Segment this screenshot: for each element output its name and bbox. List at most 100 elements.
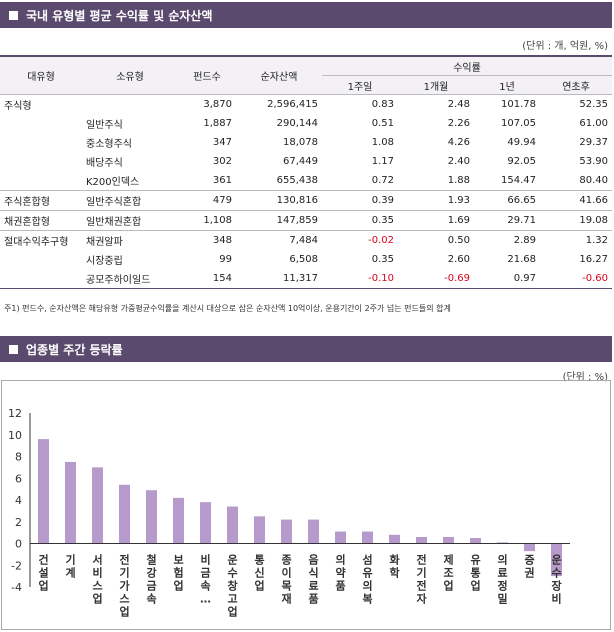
cell-w1: 1.17 xyxy=(371,156,394,167)
cell-type: 절대수익추구형 xyxy=(4,237,69,248)
bar xyxy=(173,497,184,544)
cell-y1: 154.47 xyxy=(474,171,540,191)
cell-funds: 1,108 xyxy=(178,210,236,231)
cell-type xyxy=(0,114,82,133)
cell-funds: 302 xyxy=(212,156,232,167)
cell-type xyxy=(0,152,82,171)
cell-funds: 99 xyxy=(219,254,232,265)
cell-sub xyxy=(82,95,178,115)
table-row: 일반주식 1,887 290,144 0.51 2.26 107.05 61.00 xyxy=(0,114,612,133)
cell-funds: 479 xyxy=(178,190,236,211)
square-bullet-icon xyxy=(9,344,18,354)
col-header-1m: 1개월 xyxy=(398,75,474,95)
table-row: 채권혼합형 일반채권혼합 1,108 147,859 0.35 1.69 29.71 19.0… xyxy=(0,210,612,231)
cell-sub: 시장중립 xyxy=(86,256,123,267)
col-header-type: 대유형 xyxy=(0,55,82,95)
cell-sub: 일반주식 xyxy=(86,120,123,131)
y-tick-label: 10 xyxy=(8,429,22,442)
bar xyxy=(227,506,238,544)
y-tick-label: 2 xyxy=(15,516,22,529)
cell-type xyxy=(0,171,82,191)
cell-funds: 1,887 xyxy=(203,118,232,129)
bar xyxy=(254,516,265,544)
cell-m1: -0.69 xyxy=(398,269,474,289)
returns-table: 대유형 소유형 펀드수 순자산액 수익률 1주일 1개월 1년 연초후 주식형 3… xyxy=(0,55,612,289)
cell-ytd: -0.60 xyxy=(540,269,612,289)
y-tick-label: -2 xyxy=(11,559,22,572)
bar xyxy=(281,519,292,544)
cell-ytd: 16.27 xyxy=(579,254,608,265)
col-header-1y: 1년 xyxy=(474,75,540,95)
cell-m1: 2.48 xyxy=(447,99,470,110)
table-row: 시장중립 99 6,508 0.35 2.60 21.68 16.27 xyxy=(0,250,612,269)
bar xyxy=(92,467,103,544)
cell-w1: -0.02 xyxy=(368,235,394,246)
col-header-ytd: 연초후 xyxy=(540,75,612,95)
cell-funds: 361 xyxy=(178,171,236,191)
cell-y1: 66.65 xyxy=(474,190,540,211)
cell-ytd: 41.66 xyxy=(540,190,612,211)
cell-type xyxy=(0,250,82,269)
footnote: 주1) 펀드수, 순자산액은 해당유형 가중평균수익률을 계산시 대상으로 삼은… xyxy=(4,304,451,313)
cell-type xyxy=(0,269,82,289)
cell-funds: 154 xyxy=(178,269,236,289)
bar xyxy=(497,542,508,544)
y-tick-label: 6 xyxy=(15,472,22,485)
cell-w1: 0.83 xyxy=(371,99,394,110)
bar xyxy=(389,534,400,544)
cell-assets: 655,438 xyxy=(236,171,322,191)
sector-bar-chart: -4 -2 0 2 4 6 8 10 12 건 설 업 기 계 서 비 스 업 전 기 가 스 업 철 강 금 속 보 험 업 비 금 속 … 운 수… xyxy=(8,407,570,619)
cell-assets: 2,596,415 xyxy=(267,99,318,110)
cell-y1: 49.94 xyxy=(507,137,536,148)
section-title: 업종별 주간 등락률 xyxy=(26,342,123,357)
cell-assets: 147,859 xyxy=(236,210,322,231)
table-row: 중소형주식 347 18,078 1.08 4.26 49.94 29.37 xyxy=(0,133,612,152)
cell-w1: 0.35 xyxy=(371,254,394,265)
table-row: 절대수익추구형 채권알파 348 7,484 -0.02 0.50 2.89 1.32 xyxy=(0,231,612,251)
cell-w1: 0.39 xyxy=(322,190,398,211)
cell-m1: 2.60 xyxy=(447,254,470,265)
cell-ytd: 61.00 xyxy=(579,118,608,129)
cell-y1: 107.05 xyxy=(501,118,536,129)
cell-assets: 67,449 xyxy=(283,156,318,167)
section-title: 국내 유형별 평균 수익률 및 순자산액 xyxy=(26,8,213,23)
y-tick-label: -4 xyxy=(11,581,22,594)
cell-type: 채권혼합형 xyxy=(0,210,82,231)
cell-funds: 3,870 xyxy=(203,99,232,110)
cell-funds: 348 xyxy=(212,235,232,246)
cell-ytd: 19.08 xyxy=(540,210,612,231)
cell-y1: 101.78 xyxy=(501,99,536,110)
cell-ytd: 52.35 xyxy=(579,99,608,110)
cell-assets: 130,816 xyxy=(236,190,322,211)
cell-assets: 18,078 xyxy=(283,137,318,148)
bar xyxy=(38,439,49,544)
square-bullet-icon xyxy=(9,10,18,20)
cell-w1: 0.51 xyxy=(371,118,394,129)
col-header-subtype: 소유형 xyxy=(82,55,178,95)
col-header-1w: 1주일 xyxy=(322,75,398,95)
cell-y1: 29.71 xyxy=(474,210,540,231)
cell-y1: 2.89 xyxy=(513,235,536,246)
bar xyxy=(65,461,76,544)
cell-assets: 11,317 xyxy=(236,269,322,289)
cell-ytd: 53.90 xyxy=(579,156,608,167)
bar xyxy=(119,484,130,544)
cell-type: 주식혼합형 xyxy=(0,190,82,211)
col-header-funds: 펀드수 xyxy=(178,55,236,95)
y-tick-label: 0 xyxy=(15,538,22,551)
col-header-returns: 수익률 xyxy=(322,55,612,76)
cell-sub: 일반주식혼합 xyxy=(82,190,178,211)
chart-frame xyxy=(1,380,611,630)
cell-m1: 2.40 xyxy=(447,156,470,167)
